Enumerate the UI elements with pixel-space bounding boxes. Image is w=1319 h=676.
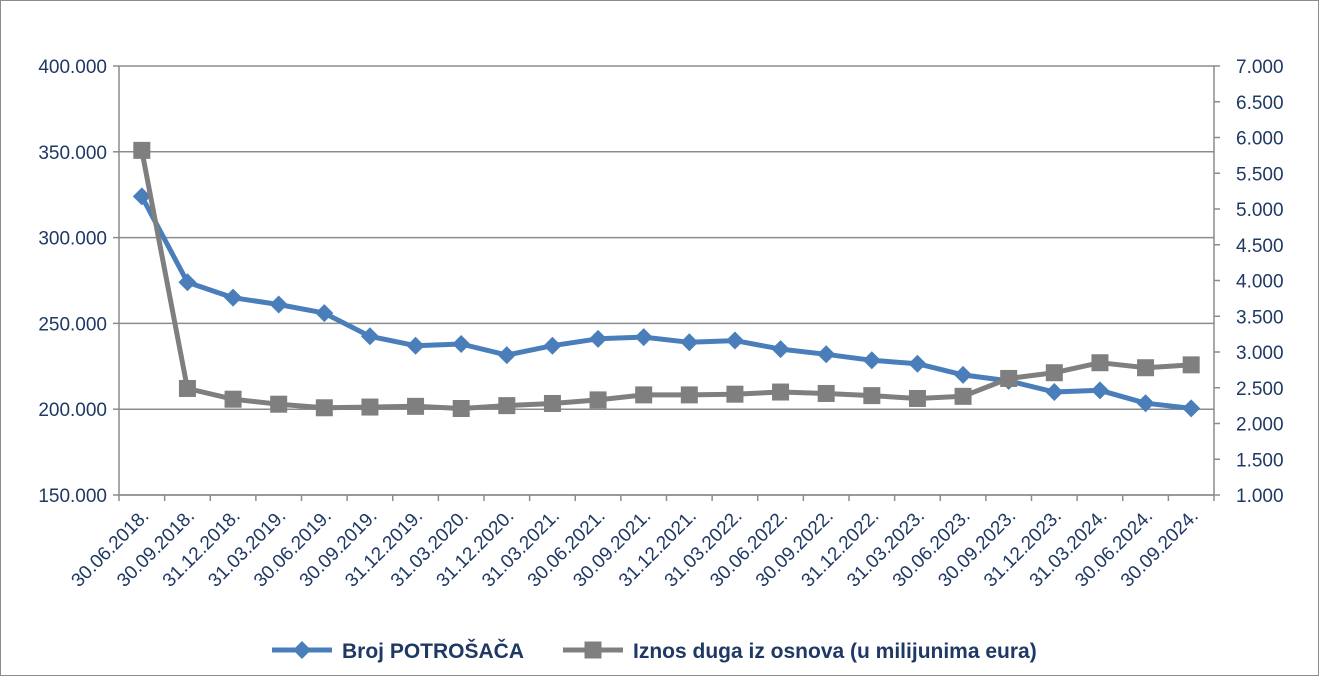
y-left-tick-label: 150.000 (38, 486, 107, 507)
data-point-square (635, 386, 653, 404)
data-point-diamond (1090, 381, 1109, 400)
data-point-square (726, 385, 744, 403)
data-point-diamond (634, 328, 653, 347)
data-point-diamond (269, 295, 288, 314)
series-line-2 (139, 149, 1192, 411)
y-right-tick-label: 1.000 (1236, 486, 1284, 507)
data-point-square (224, 390, 242, 408)
y-left-tick-label: 400.000 (38, 57, 107, 78)
legend-marker-diamond (293, 641, 311, 659)
y-right-tick-label: 3.500 (1236, 307, 1284, 328)
data-point-square (954, 387, 972, 405)
data-point-diamond (178, 273, 197, 292)
y-left-tick-label: 250.000 (38, 314, 107, 335)
data-point-diamond (589, 329, 608, 348)
data-point-diamond (543, 336, 562, 355)
data-point-diamond (315, 304, 334, 323)
data-point-square (498, 397, 516, 415)
data-point-diamond (817, 345, 836, 364)
data-point-diamond (132, 187, 151, 206)
data-point-diamond (452, 334, 471, 353)
data-point-square (543, 394, 561, 412)
data-point-square (1137, 359, 1155, 377)
y-right-tick-label: 4.000 (1236, 272, 1284, 293)
data-point-square (270, 395, 288, 413)
data-point-square (863, 387, 881, 405)
data-point-diamond (680, 333, 699, 352)
y-left-tick-label: 200.000 (38, 400, 107, 421)
y-right-tick-label: 6.500 (1236, 93, 1284, 114)
data-point-square (1000, 369, 1018, 387)
y-right-tick-label: 2.000 (1236, 415, 1284, 436)
data-point-diamond (224, 288, 243, 307)
data-point-diamond (497, 346, 516, 365)
data-point-square (315, 399, 333, 417)
data-point-square (452, 399, 470, 417)
data-point-square (1045, 364, 1063, 382)
y-right-tick-label: 7.000 (1236, 57, 1284, 78)
data-point-diamond (954, 365, 973, 384)
data-point-diamond (406, 336, 425, 355)
data-point-square (133, 141, 151, 159)
data-point-square (589, 391, 607, 409)
data-point-diamond (725, 331, 744, 350)
y-right-tick-label: 4.500 (1236, 236, 1284, 257)
data-point-diamond (908, 354, 927, 373)
data-point-diamond (1136, 394, 1155, 413)
data-point-diamond (862, 351, 881, 370)
data-point-diamond (771, 340, 790, 359)
data-point-square (908, 389, 926, 407)
data-point-square (1091, 354, 1109, 372)
y-left-tick-label: 300.000 (38, 229, 107, 250)
data-point-square (407, 397, 425, 415)
data-point-diamond (1045, 383, 1064, 402)
data-point-diamond (360, 327, 379, 346)
data-point-square (817, 384, 835, 402)
data-point-square (680, 386, 698, 404)
data-point-square (772, 383, 790, 401)
data-point-square (361, 398, 379, 416)
y-right-tick-label: 2.500 (1236, 379, 1284, 400)
legend-label-2: Iznos duga iz osnova (u milijunima eura) (633, 640, 1037, 663)
data-point-diamond (1182, 399, 1201, 418)
y-left-tick-label: 350.000 (38, 143, 107, 164)
data-point-square (1182, 356, 1200, 374)
y-right-tick-label: 5.500 (1236, 164, 1284, 185)
y-right-tick-label: 5.000 (1236, 200, 1284, 221)
y-right-tick-label: 6.000 (1236, 129, 1284, 150)
legend-marker-square (584, 641, 602, 659)
legend-label-1: Broj POTROŠAČA (342, 639, 524, 663)
data-point-square (178, 379, 196, 397)
y-right-tick-label: 1.500 (1236, 450, 1284, 471)
y-right-tick-label: 3.000 (1236, 343, 1284, 364)
